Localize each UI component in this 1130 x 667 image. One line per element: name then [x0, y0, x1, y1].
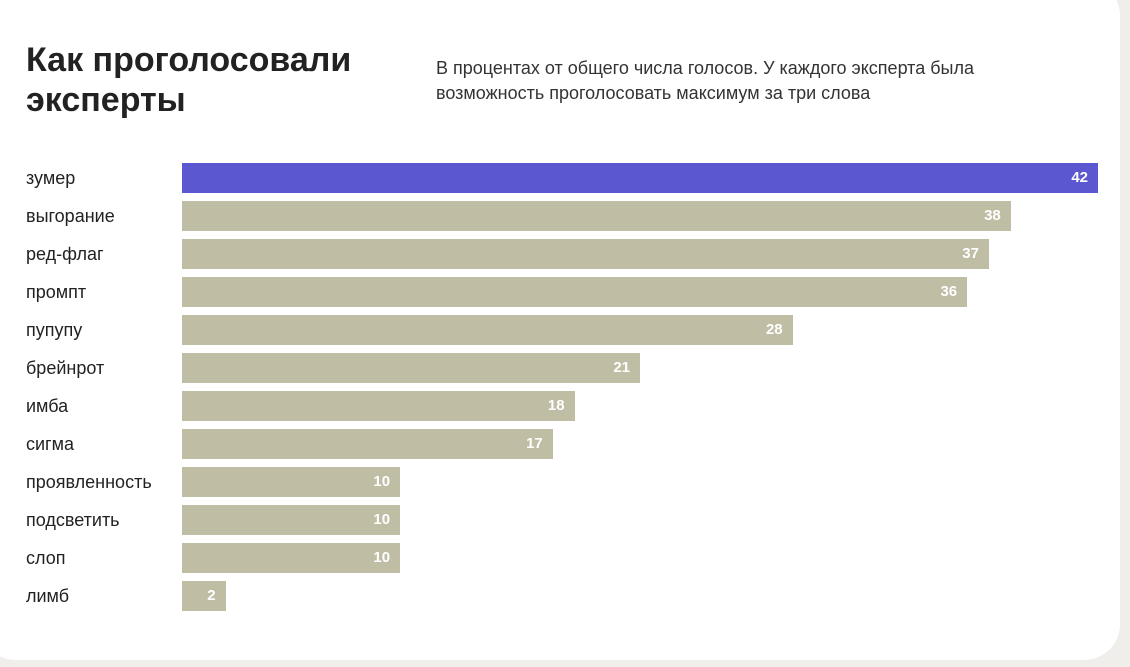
bar: 10 — [182, 467, 401, 497]
category-label: брейнрот — [26, 358, 105, 378]
bar: 18 — [182, 391, 575, 421]
data-label: 28 — [765, 321, 783, 338]
category-label: промпт — [26, 282, 87, 302]
data-label: 10 — [373, 511, 391, 528]
bar: 42 — [182, 163, 1098, 193]
data-label: 37 — [962, 245, 979, 262]
category-label: подсветить — [26, 510, 120, 530]
bar: 36 — [182, 277, 968, 307]
data-label: 2 — [207, 587, 216, 604]
bar: 2 — [182, 581, 226, 611]
category-label: сигма — [26, 434, 75, 454]
bar: 37 — [182, 239, 989, 269]
category-label: слоп — [26, 548, 66, 568]
category-label: ред-флаг — [26, 244, 104, 264]
bar: 38 — [182, 201, 1011, 231]
category-label: пупупу — [26, 320, 83, 340]
bar: 10 — [182, 543, 401, 573]
bar: 21 — [182, 353, 640, 383]
chart-subtitle: В процентах от общего числа голосов. У к… — [436, 58, 974, 103]
data-label: 42 — [1071, 169, 1088, 186]
data-label: 17 — [526, 435, 543, 452]
bar: 17 — [182, 429, 553, 459]
category-label: зумер — [26, 168, 76, 188]
data-label: 21 — [613, 359, 630, 376]
data-label: 38 — [984, 207, 1001, 224]
data-label: 36 — [940, 283, 958, 300]
bar: 10 — [182, 505, 401, 535]
category-label: лимб — [26, 586, 70, 606]
data-label: 10 — [373, 549, 391, 566]
data-label: 18 — [547, 397, 565, 414]
category-label: имба — [26, 396, 69, 416]
bar: 28 — [182, 315, 793, 345]
category-label: проявленность — [26, 472, 152, 492]
chart-title: Как проголосовали эксперты — [26, 41, 352, 119]
data-label: 10 — [373, 473, 391, 490]
category-label: выгорание — [26, 206, 115, 226]
